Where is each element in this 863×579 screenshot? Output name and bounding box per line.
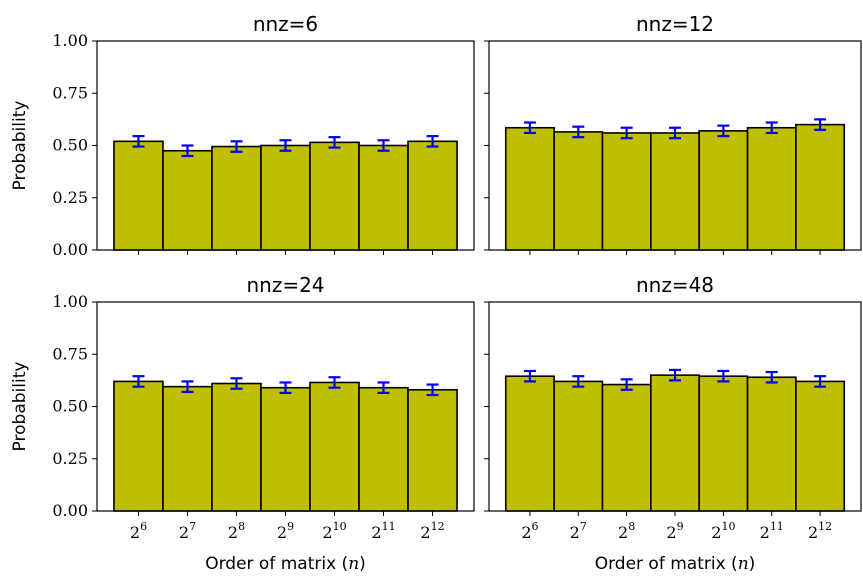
error-bar xyxy=(230,140,243,153)
y-tick-label: 0.00 xyxy=(52,240,88,259)
subplot-title: nnz=24 xyxy=(246,273,324,297)
error-bar xyxy=(426,383,439,397)
x-tick-label: 26 xyxy=(521,520,538,542)
y-tick-label: 0.25 xyxy=(52,449,88,468)
bar xyxy=(309,381,360,512)
bar xyxy=(260,144,311,251)
bar xyxy=(553,131,604,251)
bar xyxy=(601,132,652,251)
error-bar xyxy=(328,136,341,149)
bar xyxy=(113,380,164,512)
x-tick-label: 210 xyxy=(322,520,346,542)
error-bar xyxy=(814,375,827,388)
x-tick-label: 211 xyxy=(760,520,784,542)
subplot-3: nnz=24 0.00 0.25 0.50 0.75 1.00 26 27 28 29 210 211… xyxy=(10,273,475,574)
x-tick-label: 28 xyxy=(618,520,635,542)
error-bar xyxy=(765,121,778,135)
y-tick-label: 1.00 xyxy=(52,31,88,50)
error-bar xyxy=(132,134,145,148)
bar xyxy=(650,374,700,512)
bar xyxy=(650,132,700,251)
error-bar xyxy=(523,121,536,135)
error-bar xyxy=(279,381,292,395)
bar xyxy=(601,383,652,512)
bar xyxy=(113,140,164,251)
y-tick-label: 0.75 xyxy=(52,83,88,102)
x-tick-label: 29 xyxy=(666,520,683,542)
bar xyxy=(795,123,846,251)
bar xyxy=(504,126,555,251)
bar xyxy=(553,380,604,512)
error-bar xyxy=(620,378,633,391)
x-tick-label: 210 xyxy=(711,520,735,542)
x-tick-label: 211 xyxy=(371,520,395,542)
error-bar xyxy=(669,368,681,382)
error-bar xyxy=(426,134,439,148)
bar xyxy=(358,144,409,251)
error-bar xyxy=(328,376,341,389)
error-bar xyxy=(230,377,243,390)
x-tick-label: 28 xyxy=(228,520,245,542)
subplot-title: nnz=6 xyxy=(253,12,318,36)
bar xyxy=(746,126,797,251)
subplot-title: nnz=12 xyxy=(636,12,714,36)
error-bar xyxy=(765,370,778,384)
error-bar xyxy=(717,124,730,138)
error-bar xyxy=(377,381,390,395)
x-tick-label: 26 xyxy=(130,520,147,542)
y-tick-label: 0.25 xyxy=(52,188,88,207)
error-bar xyxy=(717,369,730,383)
x-axis-label: Order of matrix (n) xyxy=(595,554,756,574)
y-tick-label: 0.00 xyxy=(52,501,88,520)
x-tick-label: 29 xyxy=(277,520,294,542)
bar xyxy=(698,130,749,251)
subplot-2: nnz=12 xyxy=(484,12,862,255)
bar xyxy=(162,149,213,251)
error-bar xyxy=(279,139,292,152)
bar xyxy=(698,375,749,512)
error-bar xyxy=(572,375,585,388)
error-bar xyxy=(814,118,827,131)
subplot-4: nnz=48 26 27 28 29 210 211 212 Order of matrix (… xyxy=(484,273,862,574)
bar xyxy=(211,145,262,251)
y-axis-label: Probability xyxy=(10,101,30,191)
bar xyxy=(407,388,458,512)
error-bar xyxy=(523,369,536,383)
y-tick-label: 0.75 xyxy=(52,344,88,363)
error-bar xyxy=(181,380,194,393)
error-bar xyxy=(181,144,194,158)
error-bar xyxy=(377,139,390,152)
x-axis-label: Order of matrix (n) xyxy=(205,554,366,574)
subplot-title: nnz=48 xyxy=(636,273,714,297)
bar xyxy=(795,380,846,512)
subplot-1: nnz=6 0.00 0.25 0.50 0.75 1.00 Probability xyxy=(10,12,475,259)
error-bar xyxy=(132,375,145,388)
x-tick-label: 212 xyxy=(420,520,444,542)
error-bar xyxy=(669,126,681,140)
y-axis-label: Probability xyxy=(10,362,30,452)
bar xyxy=(211,382,262,512)
x-tick-label: 27 xyxy=(570,520,587,542)
y-tick-label: 0.50 xyxy=(52,397,88,416)
error-bar xyxy=(572,125,585,139)
x-tick-label: 27 xyxy=(179,520,196,542)
bar xyxy=(407,140,458,251)
bar xyxy=(504,375,555,512)
y-tick-label: 0.50 xyxy=(52,136,88,155)
bar xyxy=(746,376,797,512)
bar xyxy=(260,386,311,512)
bar xyxy=(309,141,360,251)
bar xyxy=(358,386,409,512)
bar xyxy=(162,385,213,512)
x-tick-label: 212 xyxy=(808,520,832,542)
error-bar xyxy=(620,126,633,140)
y-tick-label: 1.00 xyxy=(52,292,88,311)
